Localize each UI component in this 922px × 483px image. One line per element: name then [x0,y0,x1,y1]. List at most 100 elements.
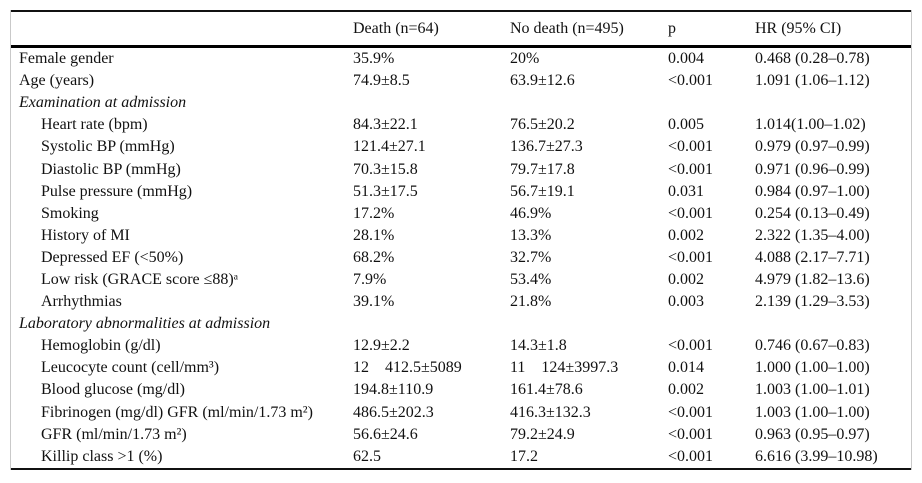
cell-hr: 0.468 (0.28–0.78) [755,50,870,68]
table-row: Fibrinogen (mg/dl) GFR (ml/min/1.73 m²) 4… [11,402,911,424]
cell-hr: 1.003 (1.00–1.00) [755,403,870,421]
table-row: Systolic BP (mmHg) 121.4±27.1 136.7±27.3 <0… [11,136,911,158]
row-label: Examination at admission [19,94,187,112]
table-body: Female gender 35.9% 20% 0.004 0.468 (0.28–0.… [11,47,911,469]
cell-no-death: 136.7±27.3 [510,138,583,156]
cell-death: 84.3±22.1 [353,116,418,134]
cell-hr: 1.000 (1.00–1.00) [755,359,870,377]
row-label: Age (years) [19,72,95,90]
cell-p: 0.004 [668,50,704,68]
cell-p: <0.001 [668,160,714,178]
cell-hr: 2.322 (1.35–4.00) [755,226,870,244]
row-label: Killip class >1 (%) [41,447,163,465]
table-row: Female gender 35.9% 20% 0.004 0.468 (0.28–0.… [11,47,911,71]
column-header-hr-ci: HR (95% CI) [755,11,911,48]
cell-p: 0.002 [668,381,704,399]
cell-no-death: 11 124±3997.3 [510,359,619,377]
cell-no-death: 32.7% [510,248,552,266]
row-label: Arrhythmias [41,293,122,311]
table-row: Hemoglobin (g/dl) 12.9±2.2 14.3±1.8 <0.001 0… [11,335,911,357]
cell-no-death: 79.7±17.8 [510,160,575,178]
table-row: Killip class >1 (%) 62.5 17.2 <0.001 6.616 (… [11,446,911,469]
cell-hr: 0.963 (0.95–0.97) [755,425,870,443]
cell-no-death: 63.9±12.6 [510,72,575,90]
cell-p: 0.003 [668,293,704,311]
cell-p: <0.001 [668,447,714,465]
row-label: Female gender [19,50,114,68]
table-row: Low risk (GRACE score ≤88)ᵃ 7.9% 53.4% 0.00… [11,269,911,291]
row-label: Low risk (GRACE score ≤88)ᵃ [41,270,239,288]
cell-hr: 0.746 (0.67–0.83) [755,337,870,355]
row-label: History of MI [41,226,130,244]
row-label: Depressed EF (<50%) [41,248,184,266]
column-header-death: Death (n=64) [353,11,510,48]
cell-death: 486.5±202.3 [353,403,434,421]
cell-p: <0.001 [668,72,714,90]
table-row: Depressed EF (<50%) 68.2% 32.7% <0.001 4.088… [11,247,911,269]
cell-no-death: 161.4±78.6 [510,381,583,399]
row-label: Systolic BP (mmHg) [41,138,175,156]
cell-p: <0.001 [668,425,714,443]
row-label: Pulse pressure (mmHg) [41,182,193,200]
table-row: Smoking 17.2% 46.9% <0.001 0.254 (0.13–0.49) [11,203,911,225]
header-row: Death (n=64) No death (n=495) p HR (95% … [11,11,911,48]
cell-death: 70.3±15.8 [353,160,418,178]
table-row: History of MI 28.1% 13.3% 0.002 2.322 (1.35–… [11,225,911,247]
cell-p: 0.005 [668,116,704,134]
comparison-table: Death (n=64) No death (n=495) p HR (95% … [11,10,911,470]
section-header-row: Examination at admission [11,92,911,114]
section-header-row: Laboratory abnormalities at admission [11,313,911,335]
table-row: Age (years) 74.9±8.5 63.9±12.6 <0.001 1.091 … [11,70,911,92]
cell-death: 12 412.5±5089 [353,359,462,377]
cell-p [668,92,755,114]
row-label: Fibrinogen (mg/dl) GFR (ml/min/1.73 m²) [41,403,313,421]
cell-p: <0.001 [668,403,714,421]
cell-death [353,313,510,335]
cell-no-death: 13.3% [510,226,552,244]
cell-p: <0.001 [668,337,714,355]
cell-no-death: 416.3±132.3 [510,403,591,421]
cell-death: 28.1% [353,226,395,244]
row-label: Leucocyte count (cell/mm³) [41,359,220,377]
cell-death: 39.1% [353,293,395,311]
row-label: Smoking [41,204,99,222]
table-row: Leucocyte count (cell/mm³) 12 412.5±5089 1… [11,357,911,379]
cell-death: 17.2% [353,204,395,222]
cell-hr: 4.088 (2.17–7.71) [755,248,870,266]
cell-hr: 1.014(1.00–1.02) [755,116,866,134]
cell-hr [755,92,911,114]
column-header-variable [11,11,353,48]
cell-death: 121.4±27.1 [353,138,426,156]
row-label: Hemoglobin (g/dl) [41,337,161,355]
row-label: Blood glucose (mg/dl) [41,381,185,399]
table-row: Pulse pressure (mmHg) 51.3±17.5 56.7±19.1 0… [11,181,911,203]
cell-hr: 0.979 (0.97–0.99) [755,138,870,156]
cell-hr: 0.254 (0.13–0.49) [755,204,870,222]
table-header: Death (n=64) No death (n=495) p HR (95% … [11,11,911,48]
cell-p: 0.002 [668,270,704,288]
cell-hr: 1.003 (1.00–1.01) [755,381,870,399]
row-label: Heart rate (bpm) [41,116,148,134]
cell-hr: 0.984 (0.97–1.00) [755,182,870,200]
row-label: Diastolic BP (mmHg) [41,160,181,178]
clinical-comparison-table: Death (n=64) No death (n=495) p HR (95% … [10,10,912,470]
cell-death: 56.6±24.6 [353,425,418,443]
cell-no-death: 53.4% [510,270,552,288]
row-label: GFR (ml/min/1.73 m²) [41,425,187,443]
cell-no-death: 76.5±20.2 [510,116,575,134]
cell-no-death: 14.3±1.8 [510,337,567,355]
cell-death: 68.2% [353,248,395,266]
table-row: Arrhythmias 39.1% 21.8% 0.003 2.139 (1.29–3.… [11,291,911,313]
column-header-p-value: p [668,11,755,48]
cell-no-death: 79.2±24.9 [510,425,575,443]
cell-hr: 4.979 (1.82–13.6) [755,270,870,288]
cell-p [668,313,755,335]
cell-death: 74.9±8.5 [353,72,410,90]
cell-p: 0.014 [668,359,704,377]
cell-death: 194.8±110.9 [353,381,434,399]
table-row: Blood glucose (mg/dl) 194.8±110.9 161.4±78… [11,379,911,401]
cell-death: 51.3±17.5 [353,182,418,200]
table-row: GFR (ml/min/1.73 m²) 56.6±24.6 79.2±24.9 <0… [11,424,911,446]
cell-death: 12.9±2.2 [353,337,410,355]
cell-no-death: 20% [510,50,540,68]
